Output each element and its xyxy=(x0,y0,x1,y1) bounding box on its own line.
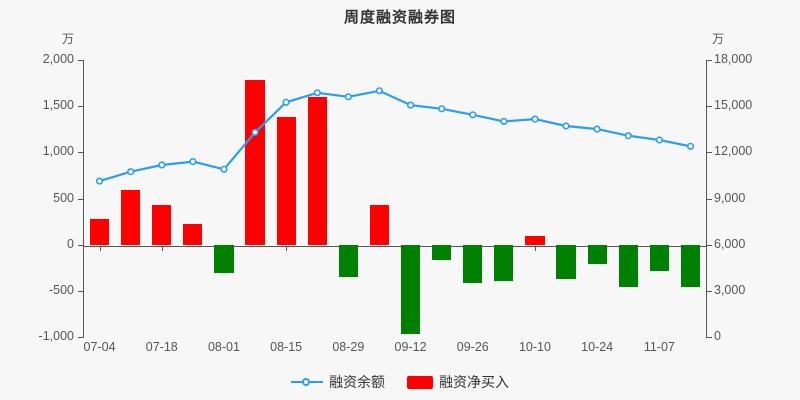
left-tick-label: -500 xyxy=(48,282,74,297)
left-tick-mark xyxy=(78,290,83,292)
x-tick-label: 09-12 xyxy=(394,340,427,354)
bar-07-18[interactable] xyxy=(152,204,172,245)
x-tick-label: 11-07 xyxy=(643,340,675,354)
x-tick-label: 07-18 xyxy=(145,340,178,354)
right-tick-label: 3,000 xyxy=(714,282,746,297)
bar-10-17[interactable] xyxy=(556,244,576,279)
bar-09-26[interactable] xyxy=(463,244,483,283)
x-tick-mark xyxy=(161,246,163,251)
legend-label-net-buy: 融资净买入 xyxy=(439,374,509,390)
bar-07-11[interactable] xyxy=(121,190,141,245)
bar-10-31[interactable] xyxy=(618,244,638,288)
legend-square-marker-icon xyxy=(407,375,433,389)
bar-09-12[interactable] xyxy=(400,244,421,334)
x-tick-label: 08-29 xyxy=(332,340,365,354)
line-marker-07-04[interactable] xyxy=(95,177,104,185)
right-tick-mark xyxy=(707,152,712,154)
legend-item-balance[interactable]: 融资余额 xyxy=(291,372,385,392)
left-axis-unit-label: 万 xyxy=(62,32,75,46)
line-marker-10-24[interactable] xyxy=(593,125,601,133)
line-marker-09-05[interactable] xyxy=(375,87,384,95)
right-tick-mark xyxy=(707,337,712,338)
x-tick-label: 08-01 xyxy=(207,340,240,354)
line-marker-08-15[interactable] xyxy=(282,98,290,106)
bar-10-24[interactable] xyxy=(587,244,607,265)
line-marker-07-25[interactable] xyxy=(189,158,197,166)
bar-10-10[interactable] xyxy=(525,236,545,245)
bar-07-04[interactable] xyxy=(89,219,110,245)
legend-label-balance: 融资余额 xyxy=(329,374,385,390)
right-tick-label: 12,000 xyxy=(714,144,753,159)
line-marker-09-26[interactable] xyxy=(469,111,477,119)
right-tick-mark xyxy=(707,290,712,292)
right-tick-mark xyxy=(707,198,712,200)
x-tick-label: 07-04 xyxy=(83,340,116,354)
left-tick-label: 2,000 xyxy=(42,52,74,66)
right-tick-mark xyxy=(707,244,712,246)
right-tick-label: 15,000 xyxy=(714,98,753,113)
x-tick-mark xyxy=(286,246,288,251)
bar-08-15[interactable] xyxy=(276,116,296,245)
chart-legend: 融资余额 融资净买入 xyxy=(0,372,800,392)
line-marker-09-19[interactable] xyxy=(438,105,446,113)
legend-line-marker-icon xyxy=(291,376,323,388)
bar-11-14[interactable] xyxy=(680,244,701,288)
line-marker-11-14[interactable] xyxy=(686,142,695,150)
right-tick-mark xyxy=(707,106,712,108)
left-tick-mark xyxy=(78,198,83,200)
bar-11-07[interactable] xyxy=(649,244,669,271)
line-marker-07-11[interactable] xyxy=(127,168,135,176)
bar-08-08[interactable] xyxy=(245,80,265,245)
left-tick-mark xyxy=(78,60,83,61)
bar-08-01[interactable] xyxy=(214,244,234,274)
zero-baseline xyxy=(84,246,706,247)
line-marker-10-17[interactable] xyxy=(562,122,570,130)
left-tick-label: 500 xyxy=(53,190,74,205)
right-tick-label: 9,000 xyxy=(714,190,746,205)
right-tick-mark xyxy=(707,60,712,61)
bar-09-19[interactable] xyxy=(432,244,452,260)
left-tick-label: 1,000 xyxy=(42,144,74,159)
line-marker-08-29[interactable] xyxy=(344,93,353,101)
right-axis-unit-label: 万 xyxy=(712,32,725,46)
x-tick-mark xyxy=(99,246,101,251)
left-tick-mark xyxy=(78,106,83,108)
line-marker-10-03[interactable] xyxy=(500,117,508,125)
left-tick-mark xyxy=(78,244,83,246)
bar-10-03[interactable] xyxy=(494,244,514,281)
line-marker-10-10[interactable] xyxy=(531,115,539,123)
line-marker-09-12[interactable] xyxy=(407,101,415,109)
x-tick-mark xyxy=(534,246,536,251)
bar-08-29[interactable] xyxy=(338,244,358,277)
left-tick-label: -1,000 xyxy=(38,329,74,343)
bar-07-25[interactable] xyxy=(183,223,203,245)
right-axis-line xyxy=(706,60,707,338)
right-tick-label: 18,000 xyxy=(714,52,753,66)
left-axis-line xyxy=(83,60,84,338)
x-tick-label: 09-26 xyxy=(456,340,489,354)
line-marker-08-01[interactable] xyxy=(220,165,228,173)
bar-09-05[interactable] xyxy=(369,204,390,245)
x-tick-label: 08-15 xyxy=(270,340,303,354)
left-tick-mark xyxy=(78,337,83,338)
line-marker-11-07[interactable] xyxy=(655,136,664,144)
line-marker-10-31[interactable] xyxy=(624,132,632,140)
line-marker-08-22[interactable] xyxy=(313,89,321,97)
legend-item-net-buy[interactable]: 融资净买入 xyxy=(407,372,509,392)
x-tick-label: 10-24 xyxy=(581,340,614,354)
line-marker-07-18[interactable] xyxy=(158,161,166,169)
left-tick-mark xyxy=(78,152,83,154)
left-tick-label: 0 xyxy=(67,236,74,251)
chart-title: 周度融资融券图 xyxy=(343,9,456,26)
bar-08-22[interactable] xyxy=(307,97,327,245)
left-tick-label: 1,500 xyxy=(42,98,74,113)
x-tick-label: 10-10 xyxy=(518,340,551,354)
right-tick-label: 0 xyxy=(714,329,721,343)
right-tick-label: 6,000 xyxy=(714,236,746,251)
